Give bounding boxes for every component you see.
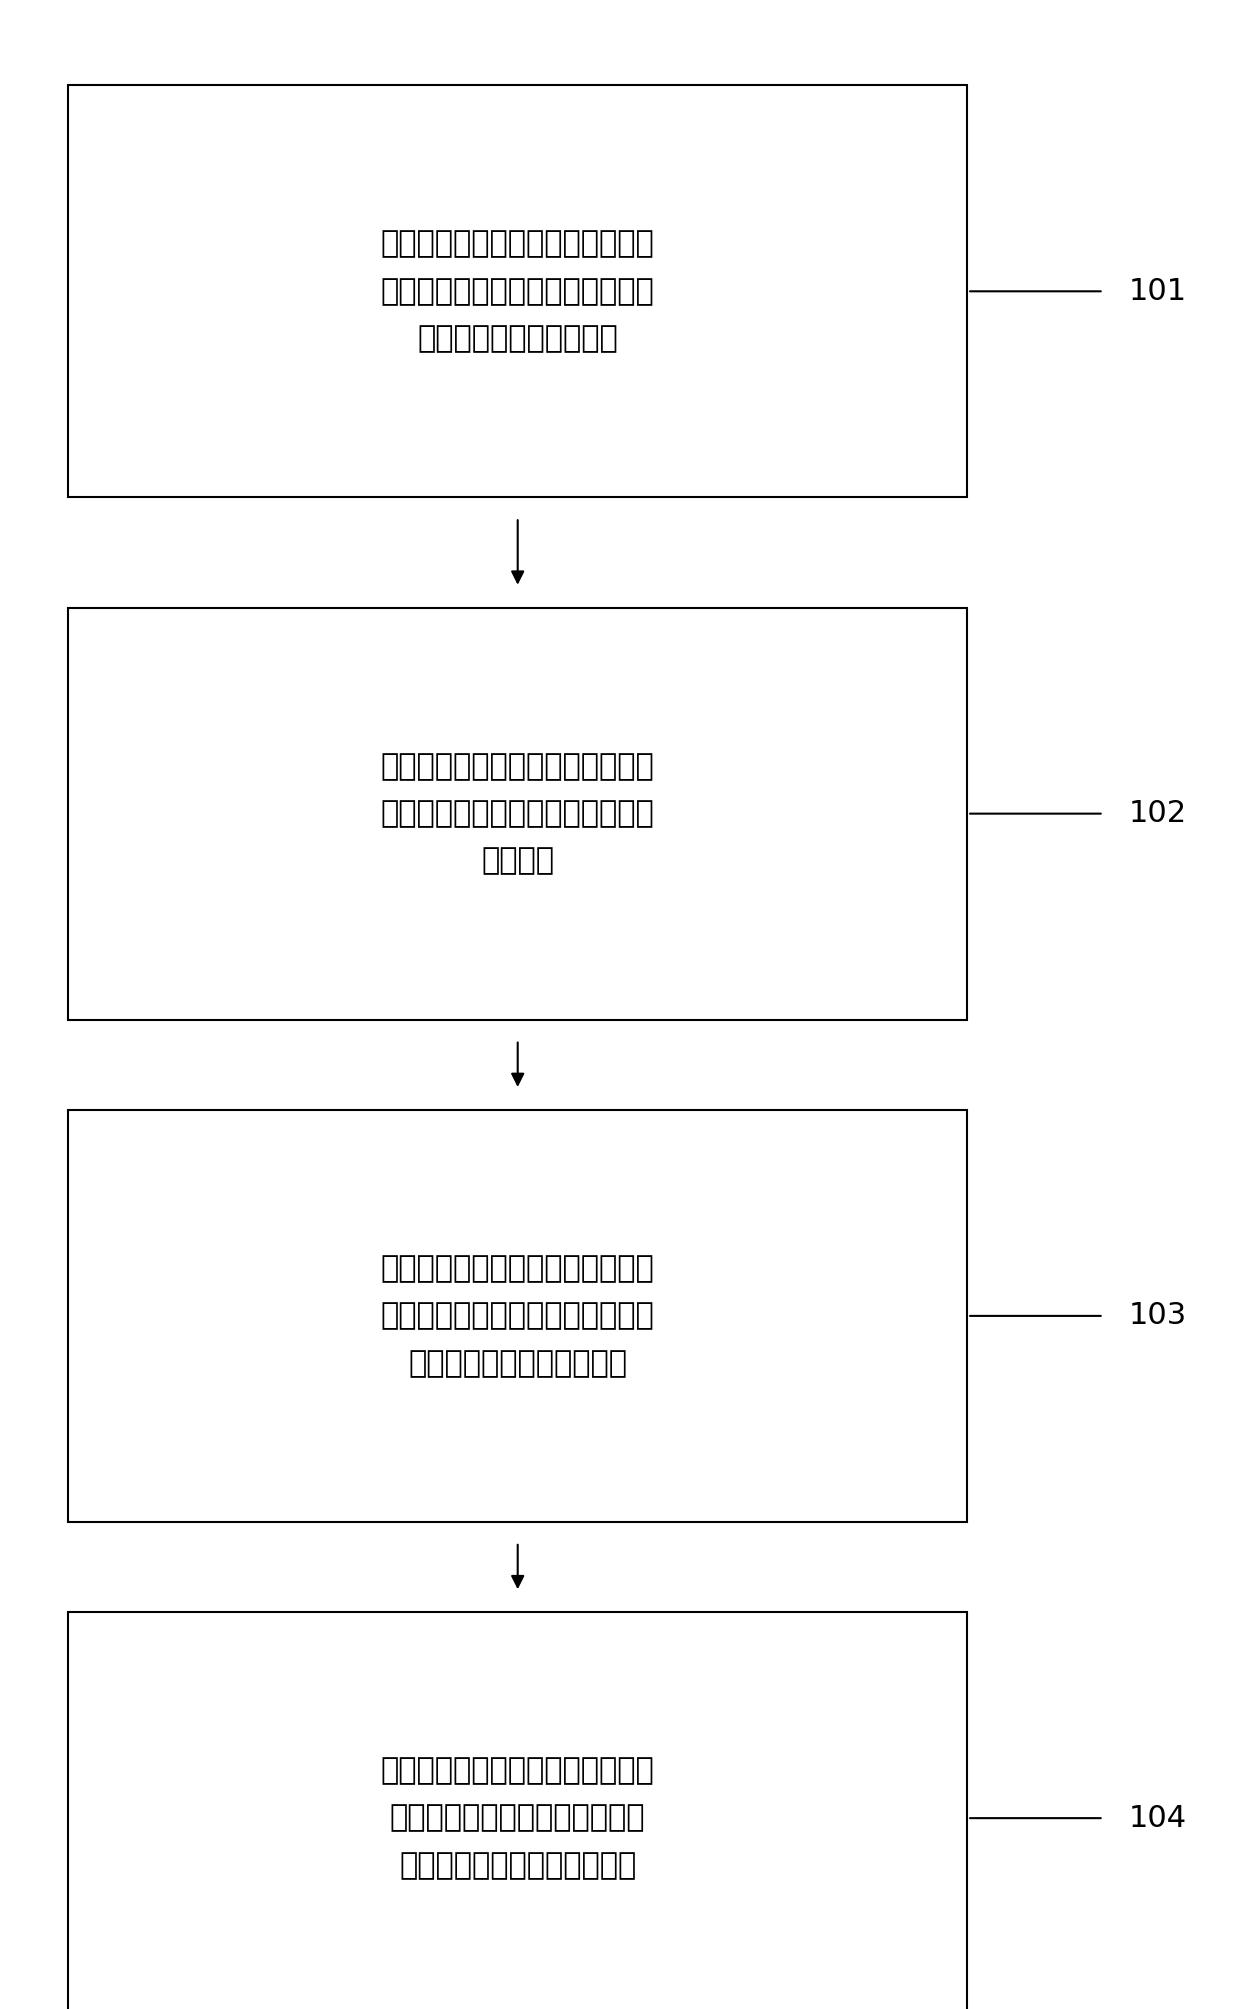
Bar xyxy=(68,86,967,498)
Text: 针对目标井的测井曲线，根据校正
后的标准井的测井曲线进行标准
化，得到标准化后的测井曲线: 针对目标井的测井曲线，根据校正 后的标准井的测井曲线进行标准 化，得到标准化后的… xyxy=(381,1756,655,1880)
Text: 104: 104 xyxy=(1128,1804,1187,1832)
Text: 根据每个相带内的标准井的测井曲
线，获得每个相带内对应的测井曲
线校正量: 根据每个相带内的标准井的测井曲 线，获得每个相带内对应的测井曲 线校正量 xyxy=(381,751,655,876)
Text: 102: 102 xyxy=(1128,800,1187,828)
Text: 103: 103 xyxy=(1128,1302,1187,1330)
Bar xyxy=(68,607,967,1021)
Text: 针对标准井的测井曲线，根据对应
的测井曲线校正量进行校正，获得
校正后的标准井的测井曲线: 针对标准井的测井曲线，根据对应 的测井曲线校正量进行校正，获得 校正后的标准井的… xyxy=(381,1254,655,1378)
Text: 确定工区地层的标准层，根据沉积
相的分析结果，在标准层的每个相
带内分别选取一口标准井: 确定工区地层的标准层，根据沉积 相的分析结果，在标准层的每个相 带内分别选取一口… xyxy=(381,229,655,354)
Bar xyxy=(68,1611,967,2009)
Text: 101: 101 xyxy=(1128,277,1187,305)
Bar xyxy=(68,1109,967,1523)
